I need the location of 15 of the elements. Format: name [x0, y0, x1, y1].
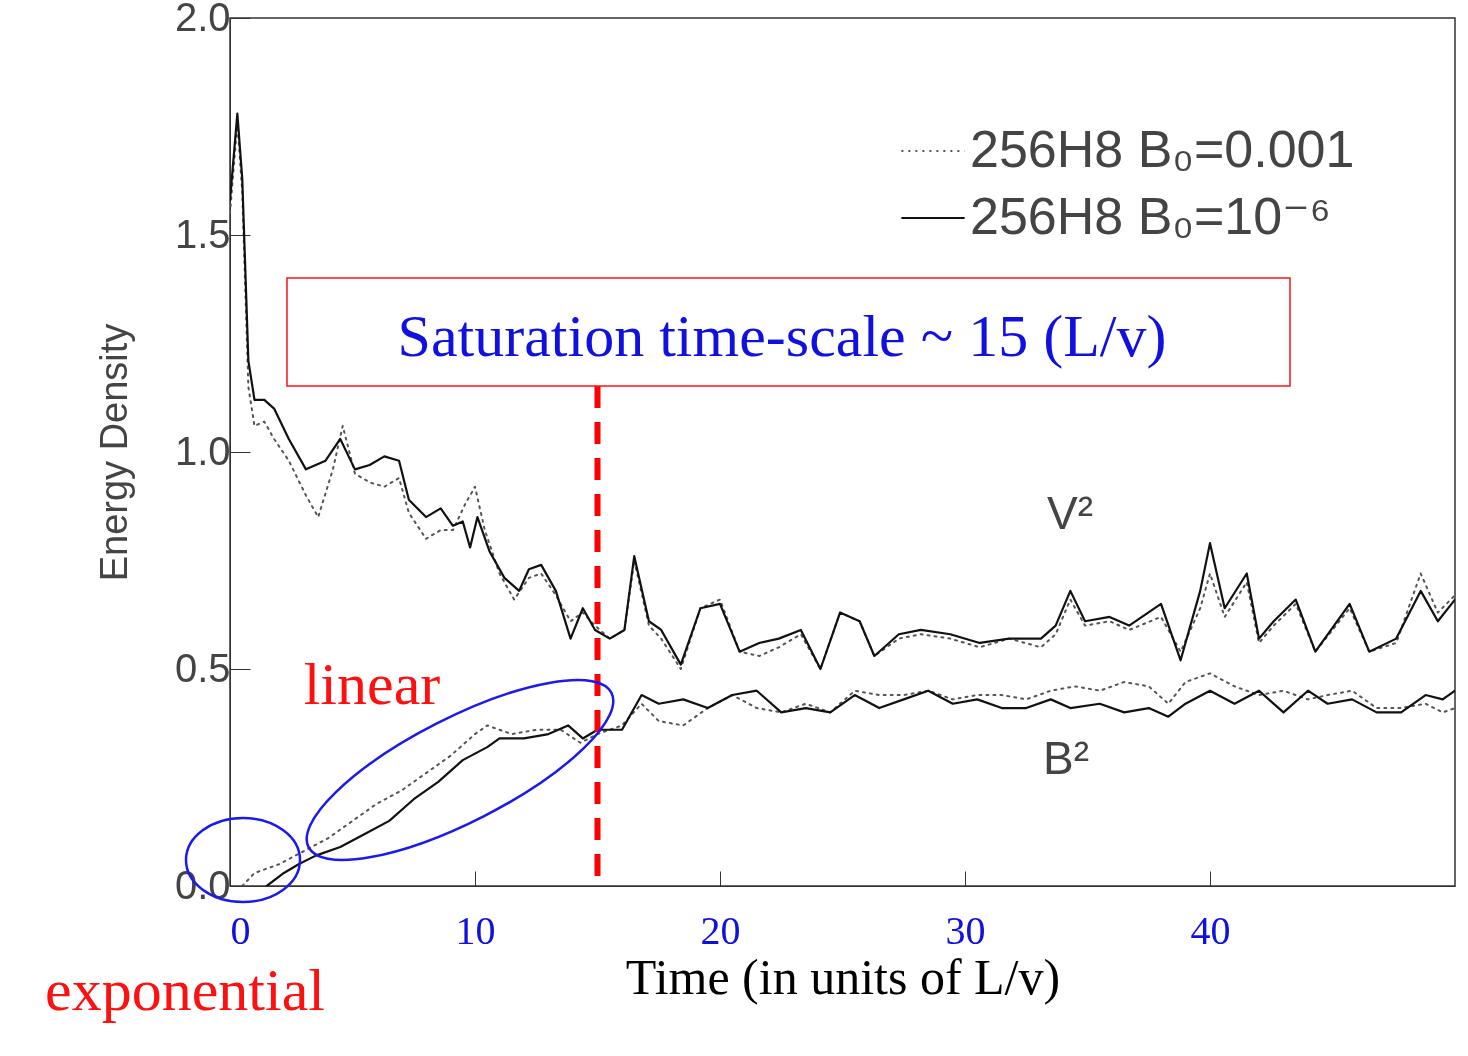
annotation: B²	[1043, 732, 1089, 784]
x-tick-label: 0	[230, 907, 251, 953]
y-axis-title: Energy Density	[92, 323, 135, 582]
y-tick-label: 2.0	[174, 0, 231, 39]
legend-label: 256H8 B₀=0.001	[970, 120, 1355, 178]
text: exponential	[45, 957, 325, 1023]
x-tick-label: 10	[455, 907, 496, 953]
y-tick-label: 1.5	[174, 211, 231, 256]
annotation: Saturation time-scale ~ 15 (L/v)	[397, 303, 1167, 369]
annotation: linear	[303, 651, 441, 717]
legend-label: 256H8 B₀=10⁻⁶	[970, 187, 1332, 245]
x-tick-label: 40	[1190, 907, 1231, 953]
annotation: V²	[1047, 487, 1093, 539]
y-tick-label: 1.0	[174, 428, 231, 473]
y-tick-label: 0.5	[174, 645, 231, 690]
